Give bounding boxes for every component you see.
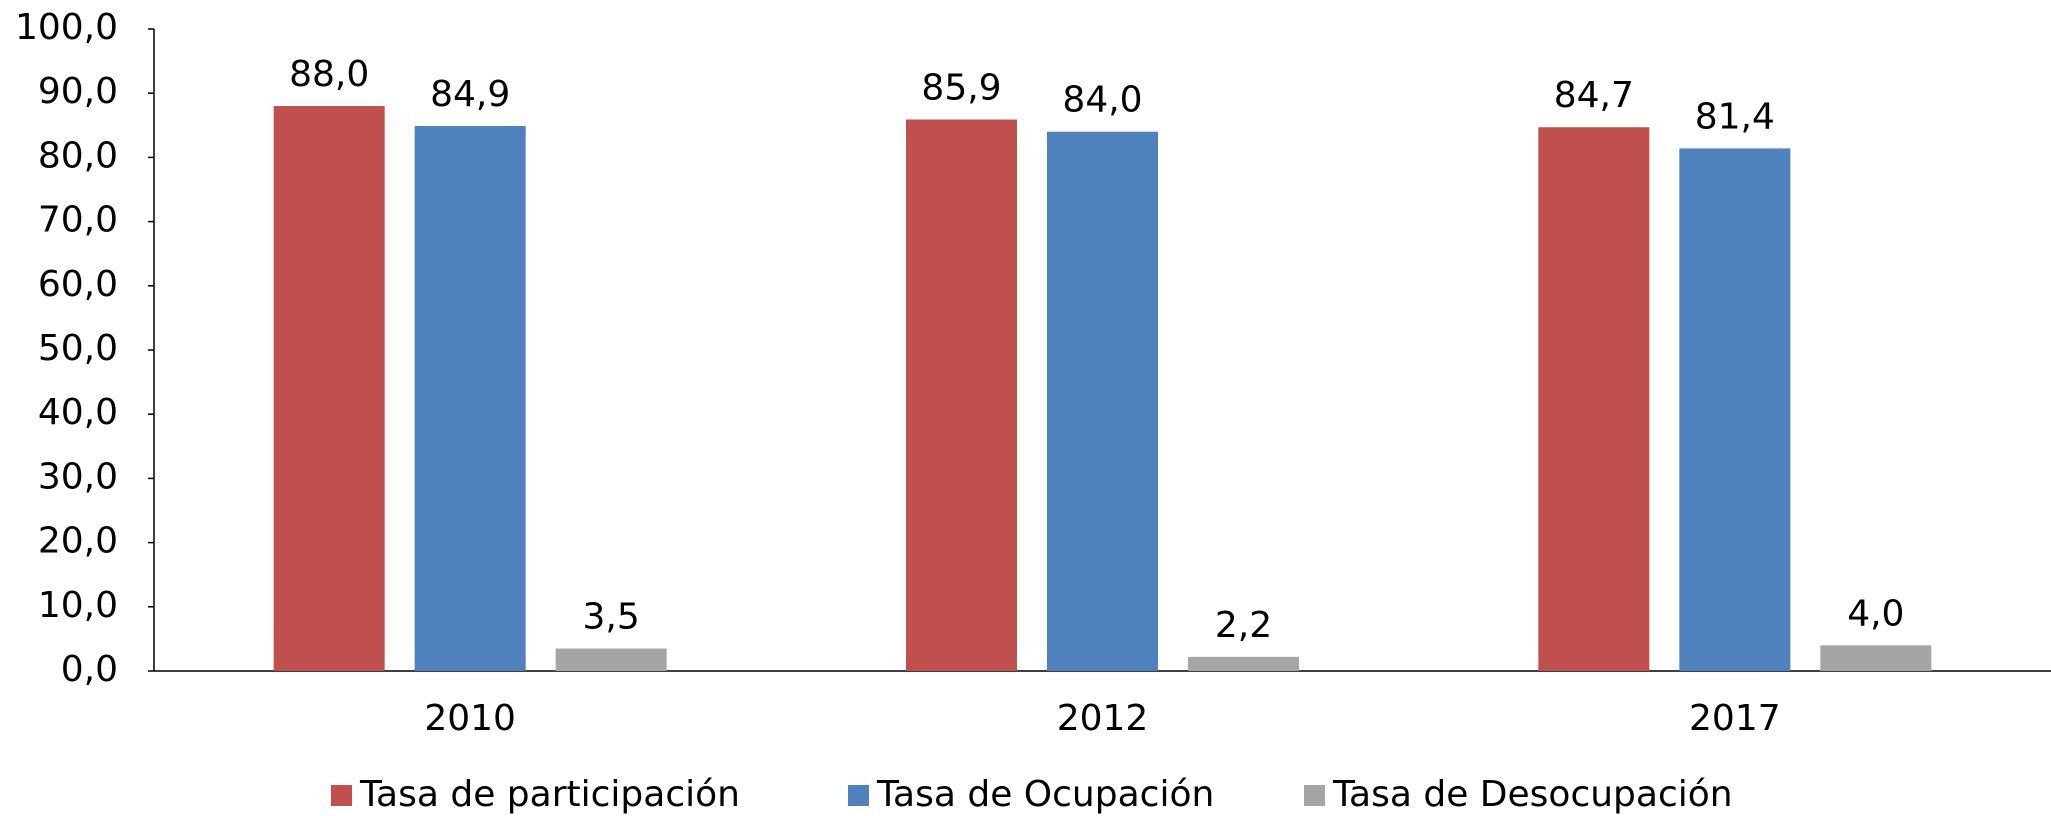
legend-label: Tasa de Ocupación <box>876 774 1214 815</box>
data-label: 84,9 <box>430 74 510 115</box>
data-label: 2,2 <box>1215 605 1272 646</box>
x-tick-label: 2017 <box>1689 698 1781 739</box>
bar <box>1679 148 1791 672</box>
y-tick-label: 40,0 <box>38 392 118 433</box>
legend-label: Tasa de Desocupación <box>1332 774 1733 815</box>
bar <box>273 106 385 672</box>
bar <box>555 648 667 671</box>
y-tick-label: 90,0 <box>38 71 118 112</box>
data-label: 85,9 <box>921 68 1001 109</box>
data-label: 84,0 <box>1062 80 1142 121</box>
data-label: 4,0 <box>1847 593 1904 634</box>
bar <box>1820 645 1932 671</box>
bar <box>1538 127 1650 671</box>
data-label: 84,7 <box>1554 75 1634 116</box>
y-tick-label: 100,0 <box>15 7 118 48</box>
y-tick-label: 20,0 <box>38 521 118 562</box>
y-tick-label: 30,0 <box>38 456 118 497</box>
bar <box>906 119 1017 672</box>
y-tick-label: 10,0 <box>38 585 118 626</box>
y-tick-label: 50,0 <box>38 328 118 369</box>
data-label: 88,0 <box>289 54 369 95</box>
legend-label: Tasa de participación <box>359 774 740 815</box>
y-tick-label: 80,0 <box>38 135 118 176</box>
x-tick-label: 2010 <box>424 698 516 739</box>
y-tick-label: 0,0 <box>61 649 118 690</box>
bar <box>414 125 526 671</box>
x-tick-label: 2012 <box>1057 698 1149 739</box>
bar <box>1047 131 1158 672</box>
bar <box>1188 656 1299 671</box>
data-label: 3,5 <box>583 597 640 638</box>
legend-swatch <box>848 785 869 806</box>
legend-swatch <box>1304 785 1325 806</box>
y-tick-label: 70,0 <box>38 200 118 241</box>
legend-swatch <box>331 785 352 806</box>
y-tick-label: 60,0 <box>38 264 118 305</box>
data-label: 81,4 <box>1695 96 1775 137</box>
